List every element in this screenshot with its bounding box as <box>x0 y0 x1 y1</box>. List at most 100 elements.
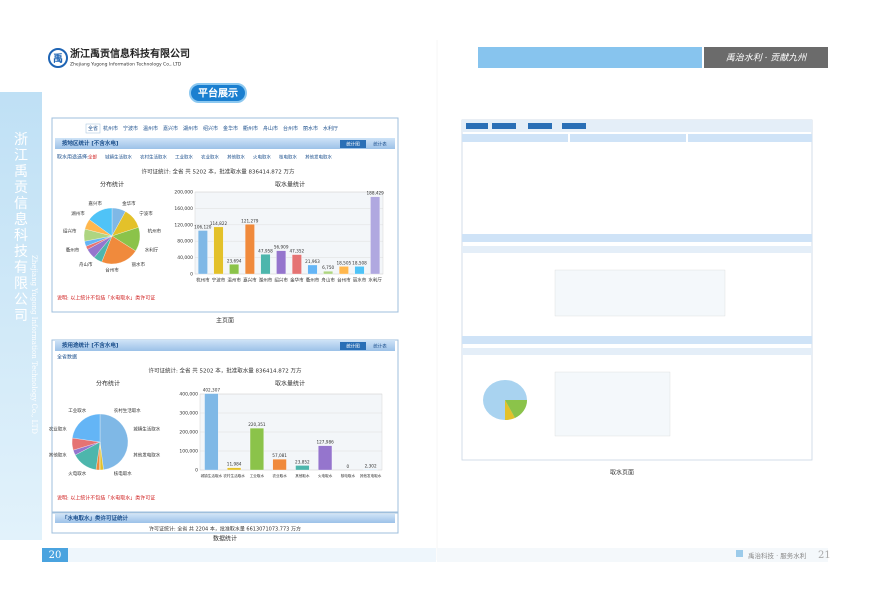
pie-slice <box>99 413 129 470</box>
value-label: 121,279 <box>241 218 259 223</box>
footer-band <box>437 548 828 562</box>
filter-option[interactable]: 其他发电取水 <box>305 154 332 161</box>
x-tick-label: 火电取水 <box>318 473 333 478</box>
value-label: 57,081 <box>272 453 287 458</box>
pie-label: 台州市 <box>105 267 119 274</box>
tab[interactable]: 丽水市 <box>303 125 318 132</box>
section-title: 平台展示 <box>198 87 238 100</box>
company-name-en: Zhejiang Yugong Information Technology C… <box>70 62 182 68</box>
pie-label: 舟山市 <box>79 261 93 268</box>
sidebar-company: 浙江禹贡信息科技有限公司 <box>14 132 28 324</box>
footer-text: 禹治科技 · 服务水利 <box>748 551 806 560</box>
x-tick-label: 宁波市 <box>212 277 226 284</box>
tab[interactable]: 宁波市 <box>123 125 138 132</box>
pie-label: 衢州市 <box>66 247 80 254</box>
panel-header <box>55 138 395 149</box>
value-label: 2,302 <box>365 464 377 469</box>
panel-title: 「水电取水」类许可证统计 <box>62 514 129 522</box>
tab[interactable]: 台州市 <box>283 125 298 132</box>
footer-band <box>42 548 436 562</box>
chart-title: 分布统计 <box>96 380 120 388</box>
filter-option[interactable]: 全部 <box>88 154 97 161</box>
filter-option[interactable]: 工业取水 <box>175 154 193 161</box>
value-label: 127,986 <box>316 440 334 445</box>
filter-option[interactable]: 农村生活取水 <box>140 154 167 161</box>
pie-slice <box>72 413 101 443</box>
tab[interactable]: 杭州市 <box>103 125 118 132</box>
pie-label: 杭州市 <box>148 228 162 235</box>
value-label: 47,958 <box>258 248 273 253</box>
filter-option[interactable]: 火电取水 <box>253 154 271 161</box>
tab[interactable]: 舟山市 <box>263 125 278 132</box>
pie-label: 其他取水 <box>49 452 67 459</box>
tab[interactable]: 湖州市 <box>183 125 198 132</box>
value-label: 220,351 <box>248 422 266 427</box>
value-label: 47,352 <box>290 249 305 254</box>
pie-label: 水利厅 <box>145 247 159 254</box>
button[interactable] <box>340 342 366 350</box>
filter-option[interactable]: 其他取水 <box>227 154 245 161</box>
pie-label: 农业取水 <box>49 425 67 432</box>
tab[interactable]: 衢州市 <box>243 125 258 132</box>
tab[interactable]: 水利厅 <box>323 125 338 132</box>
bar <box>291 254 302 275</box>
panel-header <box>55 514 395 523</box>
value-label: 18,505 <box>337 260 352 265</box>
panel-title: 按地区统计 [不含水电] <box>62 139 119 147</box>
scope: 全省数据 <box>57 354 77 361</box>
panel-header <box>55 340 395 351</box>
bar <box>295 465 310 471</box>
summary: 许可证统计: 全省 共 2204 本，批准取水量 6613071073.773 … <box>149 526 301 533</box>
x-tick-label: 台州市 <box>337 277 351 284</box>
value-label: 23,694 <box>227 258 242 263</box>
tab[interactable]: 绍兴市 <box>203 125 218 132</box>
filter-option[interactable]: 城镇生活取水 <box>105 154 132 161</box>
bar <box>227 467 242 471</box>
caption: 主页面 <box>216 317 234 325</box>
y-tick-label: 0 <box>195 468 198 474</box>
screenshot <box>461 119 813 461</box>
page-tab <box>42 548 68 562</box>
bar <box>213 226 224 275</box>
value-label: 21,963 <box>305 259 320 264</box>
y-tick-label: 160,000 <box>174 206 193 212</box>
y-tick-label: 200,000 <box>179 430 198 436</box>
pie-label: 金华市 <box>122 200 136 207</box>
x-tick-label: 农业取水 <box>272 473 287 478</box>
tab[interactable]: 全省 <box>88 125 98 132</box>
value-label: 0 <box>347 464 350 469</box>
sidebar-band <box>0 92 42 540</box>
tab[interactable]: 金华市 <box>223 125 238 132</box>
chart-title: 取水量统计 <box>275 181 305 189</box>
button[interactable] <box>340 140 366 148</box>
slogan: 禹治水利 · 贡献九州 <box>726 53 808 64</box>
button-label[interactable]: 统计表 <box>373 343 387 350</box>
y-tick-label: 40,000 <box>177 255 193 261</box>
bar <box>272 459 287 471</box>
button-label[interactable]: 统计图 <box>346 141 360 148</box>
pie-slice <box>101 235 136 265</box>
pie-label: 丽水市 <box>131 261 145 268</box>
button-label[interactable]: 统计图 <box>346 343 360 350</box>
filter-option[interactable]: 核电取水 <box>279 154 297 161</box>
value-label: 402,307 <box>203 388 221 393</box>
bar <box>249 427 264 471</box>
logo: 禹 <box>48 48 68 68</box>
caption: 取水页面 <box>610 469 634 477</box>
value-label: 56,909 <box>274 245 289 250</box>
bar <box>354 266 365 275</box>
bar <box>338 266 349 275</box>
pie-slice <box>89 207 113 237</box>
tab-active <box>85 123 101 134</box>
button-label[interactable]: 统计表 <box>373 141 387 148</box>
svg-text:禹: 禹 <box>53 52 63 65</box>
value-label: 114,822 <box>210 221 228 226</box>
tab[interactable]: 嘉兴市 <box>163 125 178 132</box>
y-tick-label: 120,000 <box>174 222 193 228</box>
tab[interactable]: 温州市 <box>143 125 158 132</box>
x-tick-label: 温州市 <box>227 277 241 284</box>
y-tick-label: 100,000 <box>179 449 198 455</box>
y-tick-label: 0 <box>190 272 193 278</box>
filter-option[interactable]: 农业取水 <box>201 154 219 161</box>
